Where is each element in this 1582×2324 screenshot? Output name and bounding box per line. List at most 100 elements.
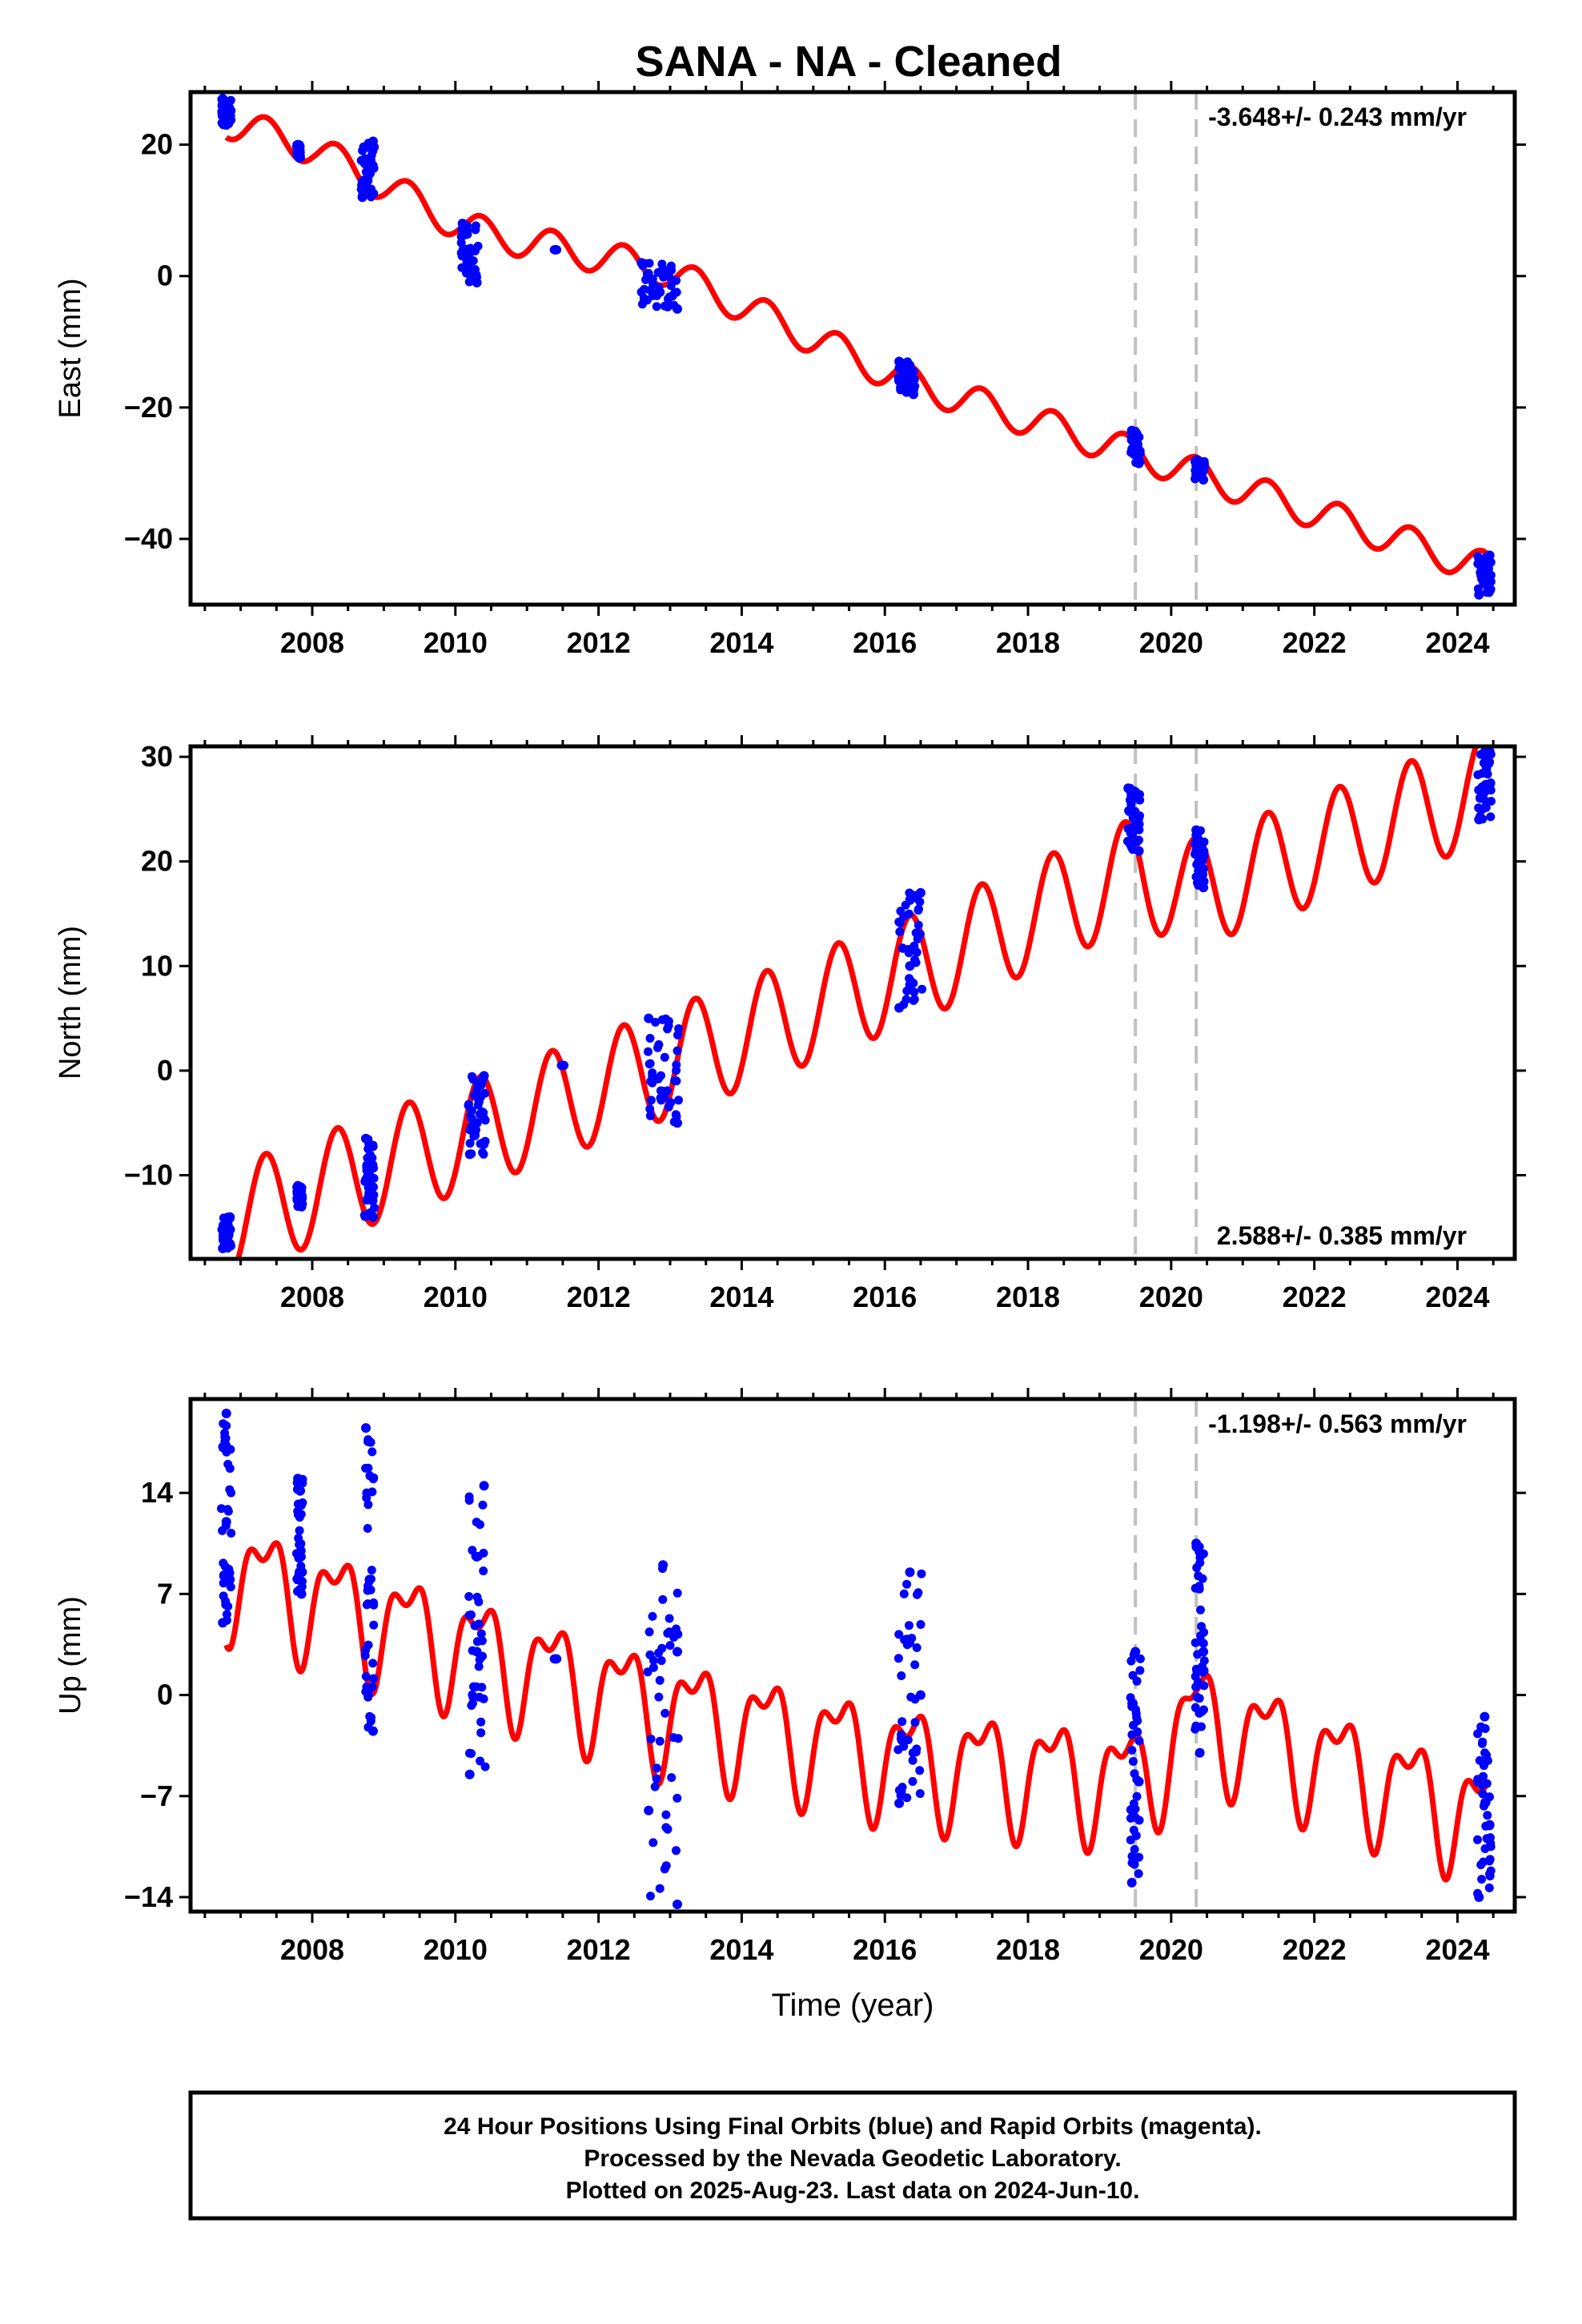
data-point [658,1594,668,1604]
data-point [369,1674,378,1683]
data-point [1126,1656,1136,1666]
data-point [1199,864,1208,874]
data-point [217,1504,226,1514]
data-point [456,238,466,247]
data-point [364,166,375,176]
data-point [916,1620,926,1629]
data-point [661,1823,671,1832]
data-point [220,1432,230,1441]
data-point [1199,855,1208,865]
data-point [1134,1869,1143,1879]
y-tick-label: 20 [141,845,173,878]
data-point [363,1586,372,1595]
data-point [1192,838,1202,847]
data-point [471,1551,480,1561]
data-point [370,1203,379,1212]
y-axis-label: East (mm) [54,278,87,418]
data-point [1480,567,1490,577]
observation-cluster [217,1409,236,1628]
data-point [1131,1831,1141,1840]
data-point [1476,1860,1486,1870]
data-point [1135,1654,1145,1663]
data-point [896,907,905,916]
data-point [1199,883,1209,893]
data-point [467,1106,476,1116]
data-point [297,1566,307,1575]
data-point [915,1789,925,1799]
data-point [292,1196,302,1205]
data-point [363,1524,372,1533]
observation-cluster [291,139,305,163]
x-tick-label: 2020 [1139,1933,1203,1966]
observation-cluster [893,1567,926,1808]
data-point [365,1711,375,1721]
data-point [665,1641,675,1651]
data-point [663,1024,673,1034]
data-point [226,1582,235,1592]
data-point [222,1447,231,1457]
x-tick-label: 2018 [996,1281,1060,1313]
data-point [652,1774,661,1783]
data-point [645,1034,655,1043]
data-point [655,1736,665,1746]
data-point [1482,1779,1492,1788]
data-point [223,1602,233,1611]
observation-cluster [464,1071,490,1160]
data-point [472,1647,482,1657]
data-point [1134,1776,1144,1787]
data-point [477,1636,487,1646]
data-point [464,277,474,287]
data-point [641,275,650,284]
data-point [899,1589,909,1598]
data-point [894,1630,904,1639]
data-point [478,1108,488,1118]
data-point [361,1133,371,1144]
data-point [293,1474,303,1484]
data-point [361,1671,371,1681]
data-point [1473,770,1483,779]
x-tick-label: 2018 [996,626,1060,659]
data-point [222,1421,231,1430]
data-point [1134,1815,1144,1825]
data-point [479,1481,489,1491]
panel-plot-area [217,1399,1496,1912]
data-point [464,1592,474,1601]
data-point [476,1728,486,1738]
data-point [1483,1811,1492,1820]
data-point [474,1662,484,1671]
data-point [1199,838,1208,847]
data-point [1482,1751,1492,1760]
data-point [661,1810,671,1819]
data-point [658,1560,669,1570]
data-point [361,1423,371,1433]
data-point [295,1526,304,1535]
data-point [913,935,922,943]
y-tick-label: 30 [141,740,173,773]
observation-cluster [292,1180,307,1212]
rate-label: -3.648+/- 0.243 mm/yr [1208,103,1467,131]
data-point [364,1574,375,1585]
data-point [1191,1724,1200,1734]
data-point [359,1210,369,1220]
x-tick-label: 2012 [567,626,631,659]
data-point [472,277,482,287]
data-point [1128,1757,1138,1766]
data-point [1126,1805,1135,1815]
data-point [363,1463,373,1473]
data-point [368,1726,378,1736]
data-point [472,1518,481,1527]
data-point [480,1762,490,1771]
panel-frame [188,1397,1517,1914]
rate-label: 2.588+/- 0.385 mm/yr [1217,1221,1467,1250]
data-point [458,245,468,255]
data-point [557,1060,568,1071]
data-point [1192,1667,1202,1676]
x-tick-label: 2008 [280,626,344,659]
data-point [1191,825,1202,835]
data-point [358,146,367,155]
data-point [367,1447,377,1457]
data-point [1199,1681,1209,1691]
data-point [363,184,372,194]
data-point [296,1589,307,1599]
y-tick-label: −20 [124,391,173,424]
